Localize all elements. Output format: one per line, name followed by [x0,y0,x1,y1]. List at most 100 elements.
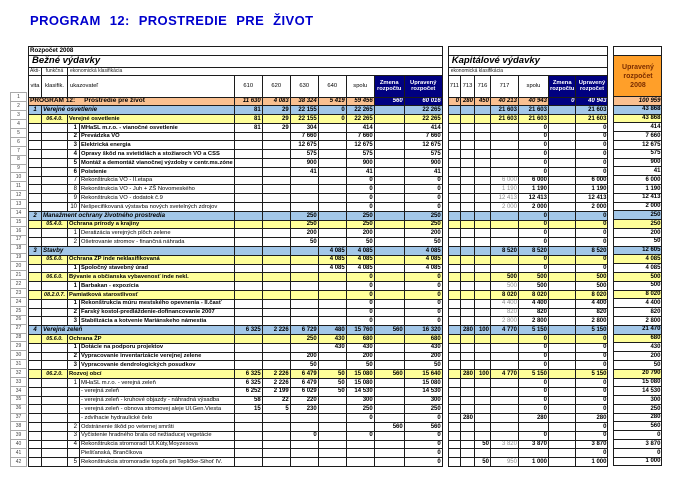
b-630: 200 [289,228,319,239]
b-610: 6 325 [233,378,263,388]
b-spolu: 12 675 [345,140,375,151]
table-row: 8 Rekonštrukcia VO - Juh + ZŠ Novomeského… [28,184,443,195]
k-717 [489,263,519,274]
k-717: 500 [489,281,519,292]
b-630: 900 [289,158,319,168]
b-620 [261,149,291,160]
b-zmena [373,122,405,133]
col-header-k-upraveny-rozpocet: Upravený rozpočet [575,74,609,98]
spacer-cell [41,421,68,432]
k-zmena [547,175,577,186]
k-spolu: 5 150 [517,369,549,379]
table-row: 22 [10,279,27,290]
table-row: 15 [10,216,27,227]
item-number: 2 [67,237,80,248]
table-row: 280 100 4 770 5 150 5 150 [447,325,609,336]
b-620: 2 226 [261,325,291,336]
k-717 [489,334,519,344]
spacer-cell [41,237,68,248]
row-label: Stavby [41,246,235,256]
b-640 [317,140,347,151]
k-zmena [547,360,577,371]
k-713 [459,202,475,212]
table-row: 10 Nešpecifikovaná výstavba nových svetel… [28,202,443,212]
b-zmena [373,237,405,248]
k-713: 280 [459,325,475,336]
table-row: 3 Vyčistenie hradného brala od nežiaducej… [28,430,443,441]
spacer-cell [41,351,68,362]
row-label: - verejná zeleň [79,386,235,397]
b-620: 29 [261,122,291,133]
spacer-cell [41,378,68,388]
b-620 [261,193,291,204]
k-716 [473,210,491,221]
b-610: 6 325 [233,369,263,379]
k-717: 500 [489,272,519,283]
total-column-header: Upravený rozpočet 2008 [613,55,663,97]
k-spolu: 0 [517,430,549,441]
table-row: 20 [10,261,27,272]
k-711 [447,193,461,204]
spacer-cell [28,369,42,379]
k-716 [473,254,491,265]
b-640 [317,351,347,362]
item-number: 9 [67,193,80,204]
table-row: 6 000 6 000 6 000 [447,175,609,186]
col-header-spolu: spolu [345,74,375,98]
k-716 [473,334,491,344]
b-zmena [373,290,405,300]
b-640: 4 085 [317,246,347,256]
k-upraveny: 21 603 [575,105,609,116]
b-610: 15 [233,404,263,415]
row-label: MHaSL m.r.o. - vianočné osvetlenie [79,122,235,133]
spacer-cell [41,386,68,397]
spacer-cell [28,290,42,300]
b-upraveny: 50 [403,237,443,248]
k-spolu: 280 [517,413,549,423]
row-label: Montáž a demontáž vianočnej výzdoby v ce… [79,158,235,168]
b-spolu: 430 [345,342,375,353]
table-row: 29 [10,341,27,352]
activity-number: 2 [28,210,42,221]
b-610: 11 630 [233,96,263,107]
table-row: 900 [613,157,663,168]
function-code: 05.6.0. [41,254,68,265]
k-711 [447,263,461,274]
item-number [67,386,80,397]
k-zmena [547,122,577,133]
table-row: 16 [10,225,27,236]
total-2008: 1 000 [613,456,663,467]
b-610: 81 [233,105,263,116]
b-610: 6 325 [233,325,263,336]
b-spolu [345,421,375,432]
row-number: 1 [10,92,27,103]
k-713 [459,272,475,283]
b-630 [289,254,319,265]
k-713 [459,237,475,248]
k-713 [459,307,475,318]
table-row: 05.6.0. Ochrana ŽP 250 430 680 680 [28,334,443,344]
table-row: 1 Deratizácia verejných plôch zelene 200 20… [28,228,443,239]
spacer-cell [28,404,42,415]
k-717 [489,386,519,397]
b-upraveny: 4 085 [403,246,443,256]
b-610 [233,272,263,283]
k-zmena [547,421,577,432]
total-2008: 12 413 [613,192,663,203]
total-2008: 300 [613,395,663,405]
table-row: 9 [10,163,27,174]
b-640 [317,184,347,195]
k-zmena [547,325,577,336]
funkcna-header-bottom: klasifik. [41,74,68,98]
k-711 [447,430,461,441]
b-upraveny: 12 675 [403,140,443,151]
row-number: 23 [10,288,27,298]
k-upraveny: 0 [575,421,609,432]
b-zmena [373,439,405,450]
k-spolu: 0 [517,263,549,274]
b-610: 81 [233,122,263,133]
b-spolu: 22 265 [345,105,375,116]
item-number: 4 [67,439,80,450]
